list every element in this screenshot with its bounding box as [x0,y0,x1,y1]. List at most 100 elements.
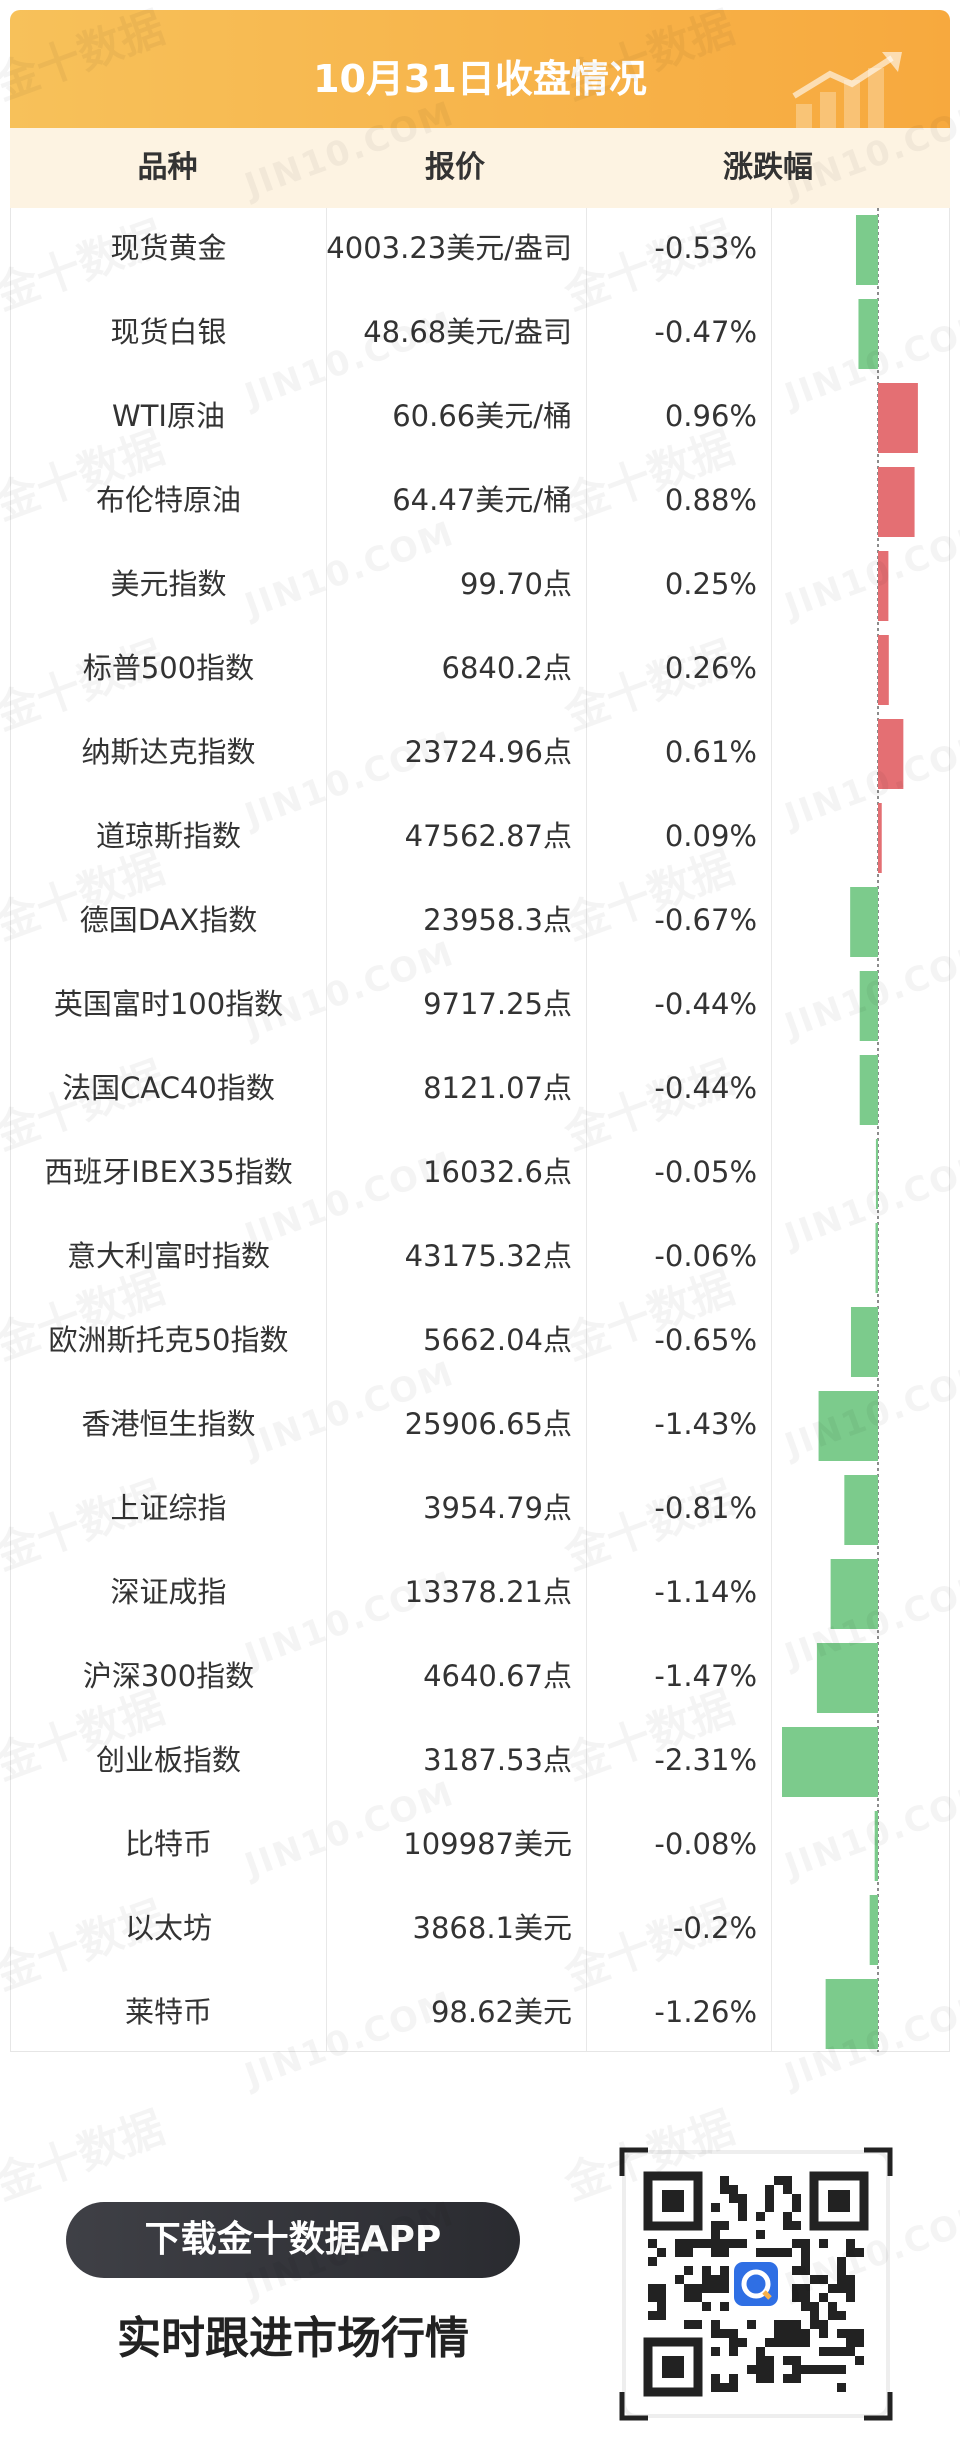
instrument-change: 0.26% [664,651,757,685]
change-bar [874,1811,878,1881]
instrument-name: 香港恒生指数 [81,1407,256,1441]
column-divider [586,208,587,2051]
change-bar [825,1979,878,2049]
instrument-name: 创业板指数 [95,1743,241,1777]
table-row: 比特币 109987美元 -0.08% [11,1802,951,1886]
instrument-change: -1.26% [654,1995,757,2029]
table-row: 德国DAX指数 23958.3点 -0.67% [11,878,951,962]
change-bar [878,803,882,873]
table-row: 创业板指数 3187.53点 -2.31% [11,1718,951,1802]
instrument-change: 0.96% [664,399,757,433]
instrument-name: 上证综指 [110,1491,227,1525]
table-row: 香港恒生指数 25906.65点 -1.43% [11,1382,951,1466]
instrument-change: -0.06% [654,1239,757,1273]
table-row: 纳斯达克指数 23724.96点 0.61% [11,710,951,794]
change-bar [878,635,889,705]
instrument-change: -2.31% [654,1743,757,1777]
change-bar [869,1895,878,1965]
instrument-price: 23958.3点 [423,903,572,937]
change-bar [850,1307,878,1377]
instrument-name: 现货白银 [110,315,227,349]
instrument-price: 23724.96点 [404,735,572,769]
instrument-change: -0.81% [654,1491,757,1525]
instrument-change: -1.47% [654,1659,757,1693]
instrument-price: 8121.07点 [423,1071,572,1105]
instrument-price: 25906.65点 [404,1407,572,1441]
instrument-name: 法国CAC40指数 [62,1071,275,1105]
instrument-change: 0.88% [664,483,757,517]
change-bar [878,467,915,537]
title-bar: 10月31日收盘情况 [10,10,950,134]
table-row: 标普500指数 6840.2点 0.26% [11,626,951,710]
change-bar [818,1391,878,1461]
instrument-change: 0.09% [664,819,757,853]
table-row: 莱特币 98.62美元 -1.26% [11,1970,951,2054]
table-header: 品种 报价 涨跌幅 [10,128,950,208]
table-row: 欧洲斯托克50指数 5662.04点 -0.65% [11,1298,951,1382]
table-row: 沪深300指数 4640.67点 -1.47% [11,1634,951,1718]
table-row: 法国CAC40指数 8121.07点 -0.44% [11,1046,951,1130]
instrument-name: 纳斯达克指数 [81,735,256,769]
instrument-name: 德国DAX指数 [79,903,258,937]
column-header-name: 品种 [137,150,198,185]
change-bar [855,215,878,285]
instrument-name: 以太坊 [124,1911,212,1945]
instrument-name: 比特币 [124,1827,212,1861]
instrument-name: 欧洲斯托克50指数 [48,1323,289,1357]
instrument-price: 6840.2点 [441,651,572,685]
instrument-name: 西班牙IBEX35指数 [44,1155,293,1189]
instrument-name: WTI原油 [112,399,225,433]
column-header-change: 涨跌幅 [723,150,813,185]
instrument-name: 意大利富时指数 [66,1239,270,1273]
instrument-change: 0.61% [664,735,757,769]
change-bar [844,1475,878,1545]
instrument-price: 64.47美元/桶 [392,483,572,517]
table-row: 布伦特原油 64.47美元/桶 0.88% [11,458,951,542]
table-row: 意大利富时指数 43175.32点 -0.06% [11,1214,951,1298]
column-divider [326,208,327,2051]
change-bar [850,887,878,957]
instrument-price: 99.70点 [459,567,572,601]
column-divider [771,208,772,2051]
change-bar [830,1559,878,1629]
instrument-name: 现货黄金 [110,231,227,265]
page-title: 10月31日收盘情况 [313,57,647,101]
instrument-price: 3187.53点 [423,1743,572,1777]
change-bar [878,719,904,789]
instrument-price: 4003.23美元/盎司 [326,231,572,265]
instrument-change: -0.44% [654,987,757,1021]
change-bar [875,1139,878,1209]
footer: 下载金十数据APP 实时跟进市场行情 [0,2052,960,2452]
instrument-price: 13378.21点 [404,1575,572,1609]
chart-growth-icon [792,52,902,134]
table-row: 现货黄金 4003.23美元/盎司 -0.53% [11,206,951,290]
change-bar [858,299,878,369]
change-bar [878,551,889,621]
instrument-price: 47562.87点 [404,819,572,853]
download-app-button[interactable]: 下载金十数据APP [66,2202,520,2278]
instrument-name: 深证成指 [110,1575,227,1609]
table-row: 英国富时100指数 9717.25点 -0.44% [11,962,951,1046]
instrument-change: -0.53% [654,231,757,265]
table-row: WTI原油 60.66美元/桶 0.96% [11,374,951,458]
instrument-price: 9717.25点 [423,987,572,1021]
instrument-price: 16032.6点 [423,1155,572,1189]
instrument-price: 48.68美元/盎司 [363,315,572,349]
instrument-price: 3954.79点 [423,1491,572,1525]
table-row: 道琼斯指数 47562.87点 0.09% [11,794,951,878]
change-bar-chart [782,208,918,2052]
instrument-change: -0.47% [654,315,757,349]
instrument-change: -1.43% [654,1407,757,1441]
table-row: 深证成指 13378.21点 -1.14% [11,1550,951,1634]
instrument-change: -0.08% [654,1827,757,1861]
instrument-change: -0.67% [654,903,757,937]
slogan-text: 实时跟进市场行情 [117,2313,469,2364]
instrument-name: 美元指数 [110,567,227,601]
instrument-price: 98.62美元 [430,1995,572,2029]
instrument-change: -0.65% [654,1323,757,1357]
table-row: 现货白银 48.68美元/盎司 -0.47% [11,290,951,374]
instrument-price: 60.66美元/桶 [392,399,572,433]
instrument-price: 5662.04点 [423,1323,572,1357]
column-header-price: 报价 [425,150,485,185]
instrument-name: 莱特币 [124,1995,212,2029]
